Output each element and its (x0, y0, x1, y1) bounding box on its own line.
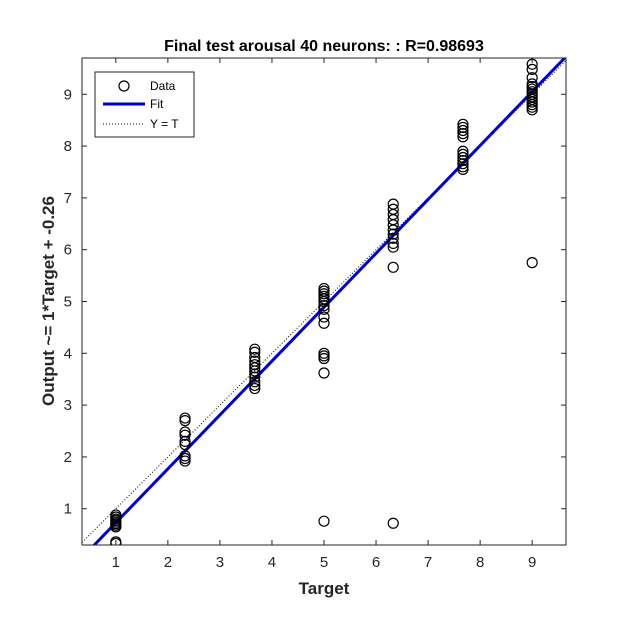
data-point (457, 131, 469, 143)
data-point (457, 148, 469, 160)
y-tick-label: 8 (64, 138, 72, 155)
x-tick-label: 2 (164, 554, 172, 571)
data-point (179, 438, 191, 451)
x-tick-label: 4 (268, 554, 276, 571)
data-point (179, 452, 191, 465)
data-point (318, 300, 330, 312)
y-axis-label: Output ~= 1*Target + -0.26 (39, 196, 58, 406)
data-point (387, 219, 399, 231)
legend-fit-label: Fit (150, 97, 164, 111)
data-point (249, 359, 261, 371)
data-point (526, 63, 538, 75)
data-point (318, 347, 330, 359)
data-point (318, 303, 330, 315)
data-point (387, 228, 399, 240)
legend-data-label: Data (150, 79, 176, 93)
data-point (249, 379, 261, 392)
y-tick-label: 6 (64, 242, 72, 259)
data-point (526, 257, 538, 269)
data-point (318, 295, 330, 308)
data-point (457, 151, 469, 164)
data-point (318, 290, 330, 302)
data-point (110, 521, 122, 533)
x-axis-label: Target (299, 579, 350, 598)
data-point (110, 537, 122, 545)
y-tick-label: 7 (64, 190, 72, 207)
data-point (457, 128, 469, 140)
x-tick-label: 1 (112, 554, 120, 571)
y-tick-label: 1 (64, 501, 72, 518)
legend-yt-label: Y = T (150, 117, 179, 131)
data-point (387, 517, 399, 529)
x-tick-label: 6 (372, 554, 380, 571)
data-point (179, 412, 191, 424)
data-point (249, 371, 261, 383)
data-point (318, 350, 330, 362)
data-point (387, 232, 399, 244)
data-point (249, 365, 261, 377)
x-tick-label: 7 (424, 554, 432, 571)
data-point (387, 241, 399, 253)
data-point (457, 154, 469, 167)
data-point (249, 362, 261, 374)
data-point (179, 435, 191, 447)
data-point (457, 118, 469, 130)
data-point (249, 346, 261, 358)
data-point (318, 515, 330, 527)
data-point (387, 261, 399, 273)
data-point (249, 343, 261, 355)
data-point (318, 288, 330, 300)
y-tick-label: 9 (64, 86, 72, 103)
legend: Data Fit Y = T (94, 71, 195, 138)
data-point (318, 367, 330, 379)
y-tick-label: 5 (64, 294, 72, 311)
data-point (387, 237, 399, 250)
data-point (318, 352, 330, 365)
data-point (387, 224, 399, 236)
data-point (526, 72, 538, 84)
data-point (457, 145, 469, 157)
data-point (179, 429, 191, 441)
legend-data-marker (118, 80, 130, 92)
x-tick-label: 5 (320, 554, 328, 571)
plot-content (82, 58, 566, 545)
data-point (457, 158, 469, 170)
data-point (318, 311, 330, 323)
y-tick-label: 3 (64, 397, 72, 414)
data-point (249, 382, 261, 395)
fit-line (92, 58, 566, 545)
data-point (249, 376, 261, 388)
data-point (249, 368, 261, 380)
x-tick-label: 8 (476, 554, 484, 571)
data-point (526, 96, 538, 108)
data-point (526, 99, 538, 111)
x-tick-label: 3 (216, 554, 224, 571)
data-point (457, 121, 469, 134)
y-tick-label: 4 (64, 345, 72, 362)
chart-title: Final test arousal 40 neurons: : R=0.986… (164, 38, 484, 55)
data-point (179, 426, 191, 438)
axis-ticks: 1 2 3 4 5 6 7 8 9 1 2 3 4 5 6 7 8 9 (64, 58, 566, 571)
data-point (179, 455, 191, 467)
x-tick-label: 9 (528, 554, 536, 571)
data-point (457, 163, 469, 175)
data-point (526, 104, 538, 116)
data-point (179, 415, 191, 427)
data-point (457, 161, 469, 173)
data-point (526, 101, 538, 113)
data-point (318, 317, 330, 329)
data-point (457, 124, 469, 137)
y-tick-label: 2 (64, 449, 72, 466)
data-point (179, 450, 191, 462)
